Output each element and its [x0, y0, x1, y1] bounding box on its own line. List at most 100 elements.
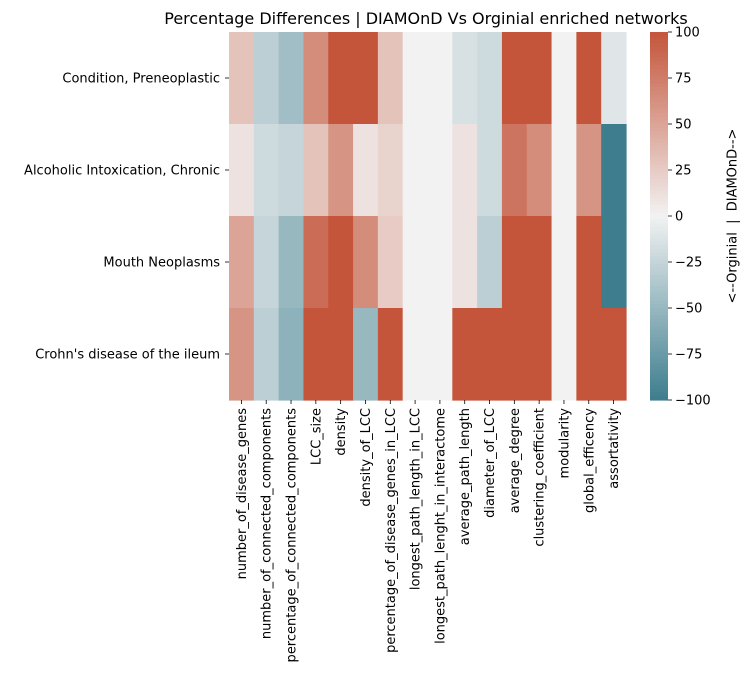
colorbar-segment	[650, 72, 668, 77]
colorbar-segment	[650, 157, 668, 162]
column-label-assortativity: assortativity	[607, 408, 622, 489]
colorbar-segment	[650, 344, 668, 350]
heatmap-cell-crohn-s-disease-of-the-ileum-lcc-size	[303, 308, 329, 401]
heatmap-cell-mouth-neoplasms-longest-path-lenght-in-interactome	[427, 216, 453, 309]
colorbar-segment	[650, 241, 668, 247]
heatmap-cell-crohn-s-disease-of-the-ileum-diameter-of-lcc	[477, 308, 503, 401]
colorbar-segment	[650, 300, 668, 305]
column-label-global-efficency: global_efficency	[582, 408, 597, 513]
colorbar-segment	[650, 252, 668, 258]
colorbar-segment	[650, 348, 668, 353]
chart-title: Percentage Differences | DIAMOnD Vs Orgi…	[164, 9, 688, 28]
colorbar-segment	[650, 212, 668, 217]
colorbar-tick-label: −75	[675, 348, 702, 363]
row-labels: Condition, Preneoplastic Alcoholic Intoxi…	[24, 72, 229, 363]
heatmap-cell-mouth-neoplasms-longest-path-length-in-lcc	[402, 216, 429, 309]
colorbar-segment	[650, 370, 668, 375]
heatmap-cell-mouth-neoplasms-average-path-length	[452, 216, 478, 309]
heatmap-cell-condition-preneoplastic-clustering-coefficient	[526, 32, 553, 125]
heatmap-cell-condition-preneoplastic-assortativity	[601, 32, 627, 125]
row-label-condition-preneoplastic: Condition, Preneoplastic	[62, 72, 220, 87]
colorbar-segment	[650, 197, 668, 202]
colorbar-segment	[650, 381, 668, 386]
heatmap-cell-condition-preneoplastic-global-efficency	[576, 32, 602, 125]
heatmap-cell-alcoholic-intoxication-chronic-diameter-of-lcc	[477, 124, 503, 217]
colorbar-segment	[650, 256, 668, 261]
colorbar-segment	[650, 112, 668, 118]
colorbar-segment	[650, 116, 668, 121]
column-label-clustering-coefficient: clustering_coefficient	[533, 408, 548, 547]
colorbar-tick-label: −50	[675, 302, 702, 317]
column-label-lcc-size: LCC_size	[309, 408, 324, 465]
colorbar-segment	[650, 374, 668, 379]
heatmap-cell-crohn-s-disease-of-the-ileum-modularity	[551, 308, 577, 401]
colorbar-segment	[650, 127, 668, 132]
colorbar-segment	[650, 120, 668, 125]
colorbar-segment	[650, 101, 668, 107]
colorbar-segment	[650, 355, 668, 361]
colorbar-segment	[650, 76, 668, 81]
colorbar-segment	[650, 227, 668, 232]
colorbar-segment	[650, 39, 668, 44]
colorbar-segment	[650, 32, 668, 37]
heatmap-cells	[229, 32, 627, 401]
heatmap-cell-mouth-neoplasms-average-degree	[501, 216, 528, 309]
heatmap-cell-alcoholic-intoxication-chronic-longest-path-lenght-in-interactome	[427, 124, 453, 217]
colorbar-segment	[650, 234, 668, 239]
heatmap-cell-alcoholic-intoxication-chronic-average-degree	[501, 124, 528, 217]
heatmap-cell-alcoholic-intoxication-chronic-longest-path-length-in-lcc	[402, 124, 429, 217]
colorbar-segment	[650, 352, 668, 357]
colorbar-segment	[650, 289, 668, 294]
colorbar-segment	[650, 333, 668, 339]
heatmap-cell-mouth-neoplasms-number-of-connected-components	[253, 216, 280, 309]
heatmap-cell-alcoholic-intoxication-chronic-lcc-size	[303, 124, 329, 217]
heatmap-cell-alcoholic-intoxication-chronic-density	[328, 124, 354, 217]
colorbar-segment	[650, 359, 668, 364]
colorbar-segment	[650, 179, 668, 184]
colorbar-segment	[650, 142, 668, 147]
column-label-density: density	[334, 408, 349, 456]
heatmap-cell-crohn-s-disease-of-the-ileum-density	[328, 308, 354, 401]
heatmap-cell-crohn-s-disease-of-the-ileum-density-of-lcc	[353, 308, 379, 401]
heatmap-cell-crohn-s-disease-of-the-ileum-longest-path-length-in-lcc	[402, 308, 429, 401]
colorbar-segment	[650, 392, 668, 397]
colorbar-segment	[650, 168, 668, 173]
colorbar-segment	[650, 296, 668, 302]
colorbar-segment	[650, 271, 668, 276]
colorbar-segment	[650, 319, 668, 324]
heatmap-cell-condition-preneoplastic-density	[328, 32, 354, 125]
colorbar-segment	[650, 153, 668, 158]
colorbar-segment	[650, 223, 668, 228]
colorbar-segment	[650, 146, 668, 151]
heatmap-cell-crohn-s-disease-of-the-ileum-clustering-coefficient	[526, 308, 553, 401]
colorbar-segment	[650, 282, 668, 287]
colorbar-tick-label: 50	[675, 118, 692, 133]
colorbar-segment	[650, 57, 668, 63]
colorbar-tick-label: 75	[675, 72, 692, 87]
colorbar-segment	[650, 124, 668, 129]
heatmap-cell-mouth-neoplasms-lcc-size	[303, 216, 329, 309]
colorbar-segment	[650, 43, 668, 48]
colorbar-segment	[650, 396, 668, 401]
colorbar-segment	[650, 216, 668, 221]
heatmap-cell-condition-preneoplastic-density-of-lcc	[353, 32, 379, 125]
column-label-longest-path-length-in-lcc: longest_path_length_in_LCC	[409, 408, 424, 590]
heatmap-cell-alcoholic-intoxication-chronic-percentage-of-disease-genes-in-lcc	[377, 124, 404, 217]
heatmap-cell-condition-preneoplastic-number-of-disease-genes	[229, 32, 255, 125]
colorbar-segment	[650, 105, 668, 110]
heatmap-cell-alcoholic-intoxication-chronic-assortativity	[601, 124, 627, 217]
colorbar-segment	[650, 46, 668, 51]
column-label-average-degree: average_degree	[508, 408, 523, 513]
colorbar-segment	[650, 245, 668, 250]
heatmap-cell-mouth-neoplasms-density-of-lcc	[353, 216, 379, 309]
colorbar-segment	[650, 94, 668, 99]
colorbar-segment	[650, 315, 668, 320]
colorbar-segment	[650, 138, 668, 143]
heatmap-cell-crohn-s-disease-of-the-ileum-longest-path-lenght-in-interactome	[427, 308, 453, 401]
heatmap-cell-alcoholic-intoxication-chronic-number-of-disease-genes	[229, 124, 255, 217]
heatmap-cell-condition-preneoplastic-average-degree	[501, 32, 528, 125]
column-label-percentage-of-connected-components: percentage_of_connected_components	[285, 408, 300, 663]
heatmap-cell-crohn-s-disease-of-the-ileum-average-path-length	[452, 308, 478, 401]
colorbar: 100 75 50 25 0 −25 −50 −75 −100	[650, 26, 711, 409]
heatmap-cell-condition-preneoplastic-percentage-of-connected-components	[278, 32, 305, 125]
